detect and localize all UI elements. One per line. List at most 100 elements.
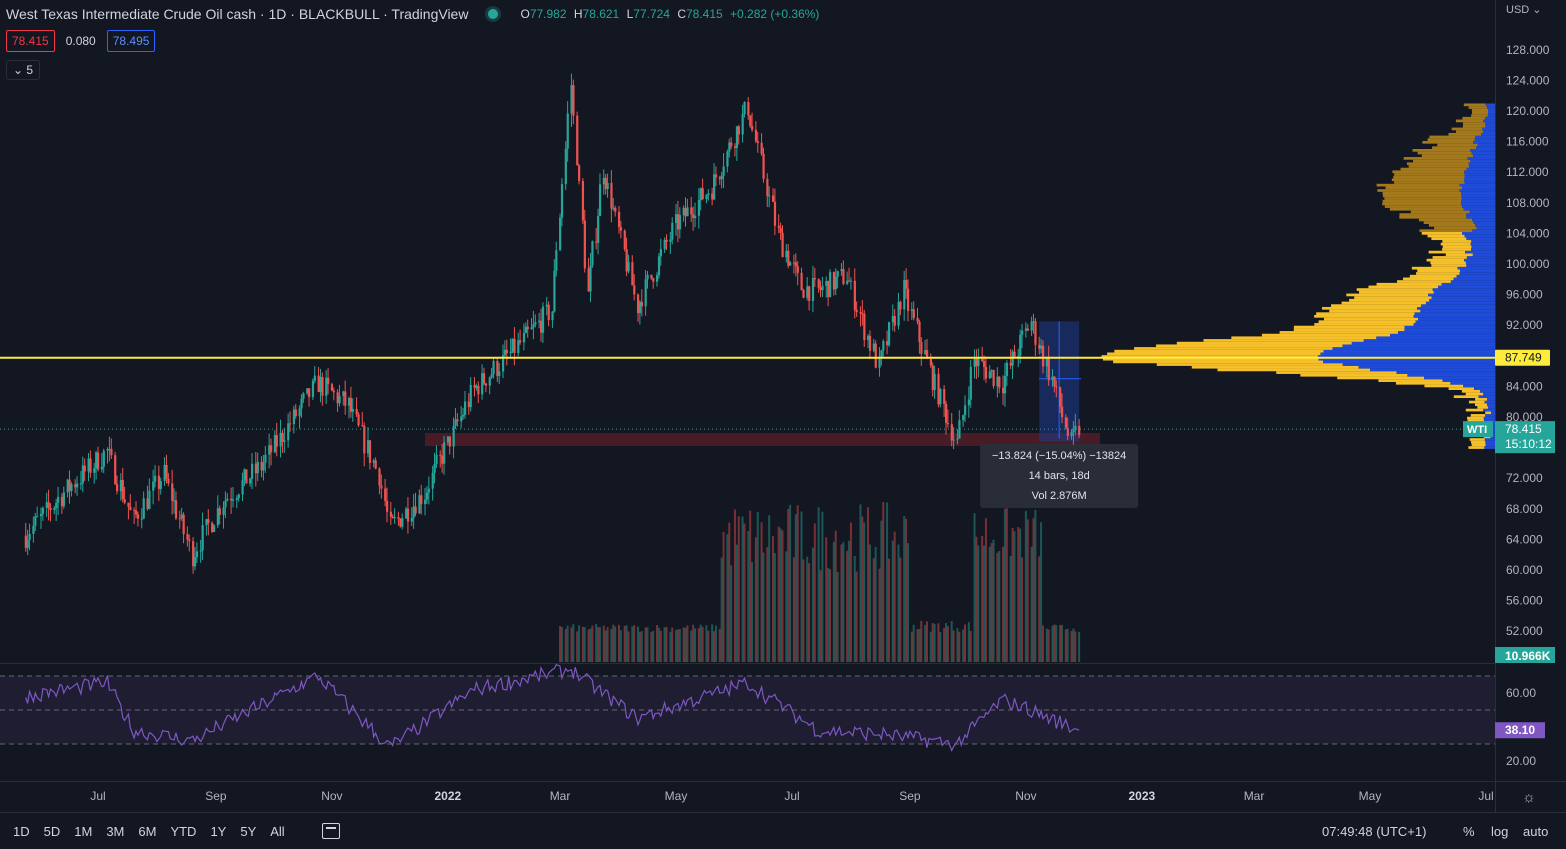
candle-body [524,326,528,333]
profile-row-sell [1342,363,1495,366]
candle-body [1074,425,1077,430]
volume-bar [977,545,980,662]
profile-row-buy [1426,258,1465,262]
log-scale-toggle[interactable]: log [1491,823,1509,839]
candle-body [701,188,704,200]
candle-body [973,358,976,367]
volume-bar [1003,508,1006,662]
volume-bar [671,627,674,662]
settings-gear-icon[interactable]: ☼ [1522,789,1536,806]
candle-body [366,440,370,454]
candle-body [224,500,227,508]
candle-body [836,271,839,277]
candle-body [283,440,286,442]
profile-row-buy [1356,288,1433,291]
candle-body [397,517,400,519]
volume-bar [777,526,780,662]
buy-price-button[interactable]: 78.495 [106,30,156,52]
measure-text: Vol 2.876M [1032,490,1087,502]
profile-row-buy [1417,151,1472,155]
candle-body [737,126,740,135]
profile-row-buy [1331,304,1422,307]
candle-body [777,225,780,228]
candle-body [163,464,166,482]
timeframe-ytd[interactable]: YTD [170,823,197,839]
sell-price-button[interactable]: 78.415 [6,30,55,52]
candle-body [294,409,297,417]
volume-bar [756,511,759,662]
profile-row-sell [1487,406,1495,409]
profile-row-buy [1442,240,1472,243]
volume-bar [733,509,736,662]
timeframe-1y[interactable]: 1Y [210,823,227,839]
timeframe-6m[interactable]: 6M [138,823,157,839]
timeframe-5y[interactable]: 5Y [240,823,257,839]
candle-body [1064,417,1067,429]
measure-text: −13.824 (−15.04%) −13824 [992,450,1126,462]
symbol-title[interactable]: West Texas Intermediate Crude Oil cash ·… [6,6,469,22]
candle-body [730,142,733,147]
volume-bar [638,631,641,662]
candle-body [45,502,48,508]
profile-row-buy [1471,440,1486,444]
profile-row-sell [1474,138,1495,141]
currency-selector[interactable]: USD ⌄ [1506,4,1542,16]
candle-body [713,174,716,200]
percent-scale-toggle[interactable]: % [1463,823,1475,839]
candle-body [463,401,467,415]
volume-bar [595,624,598,662]
timeframe-1d[interactable]: 1D [13,823,30,839]
candle-body [41,507,45,514]
candle-body [372,460,375,463]
candle-body [300,398,303,409]
bid-ask-row: 78.415 0.080 78.495 [6,30,156,52]
candle-body [644,279,647,307]
profile-row-sell [1428,293,1495,297]
profile-row-sell [1485,116,1495,120]
clock-timezone[interactable]: 07:49:48 (UTC+1) [1322,823,1427,839]
profile-row-sell [1468,162,1495,166]
profile-row-buy [1114,349,1324,353]
candle-body [602,177,605,185]
candle-body [545,304,548,307]
volume-bar [692,624,695,662]
candle-body [79,483,83,485]
candle-body [119,479,123,492]
profile-row-sell [1450,381,1495,385]
indicators-toggle-button[interactable]: ⌄ 5 [6,60,41,80]
date-range-icon[interactable] [321,823,340,839]
timeframe-1m[interactable]: 1M [74,823,93,839]
candle-body [800,272,803,291]
volume-bar [735,544,738,662]
volume-bar [663,627,666,662]
candle-body [36,516,39,518]
volume-bar [1059,624,1062,662]
time-axis[interactable]: Jul Sep Nov 2022 Mar May Jul Sep Nov 2023 Mar May Ju… [90,789,1493,803]
timeframe-all[interactable]: All [270,823,285,839]
volume-bar [718,628,721,662]
symbol-tag: WTI [1467,424,1487,436]
auto-scale-toggle[interactable]: auto [1523,823,1549,839]
candle-body [427,488,431,493]
rsi-line [25,663,1080,753]
candle-body [983,360,986,368]
candle-body [675,214,678,223]
timeframe-3m[interactable]: 3M [106,823,125,839]
volume-bar [899,557,902,662]
timeframe-5d[interactable]: 5D [43,823,61,839]
candle-body [903,280,906,310]
volume-bar [846,550,849,662]
volume-bar [956,628,959,662]
price-tick-label: 104.000 [1506,226,1550,240]
profile-row-sell [1473,154,1495,158]
candle-body [741,114,744,135]
profile-row-sell [1459,183,1495,187]
price-axis[interactable]: 128.000 124.000 120.000 116.000 112.000 108.0… [1506,43,1550,638]
candle-body [905,280,908,289]
profile-row-sell [1469,210,1495,214]
candle-body [747,102,750,116]
candle-body [308,388,311,398]
candle-body [1060,406,1064,418]
candle-body [201,525,204,551]
